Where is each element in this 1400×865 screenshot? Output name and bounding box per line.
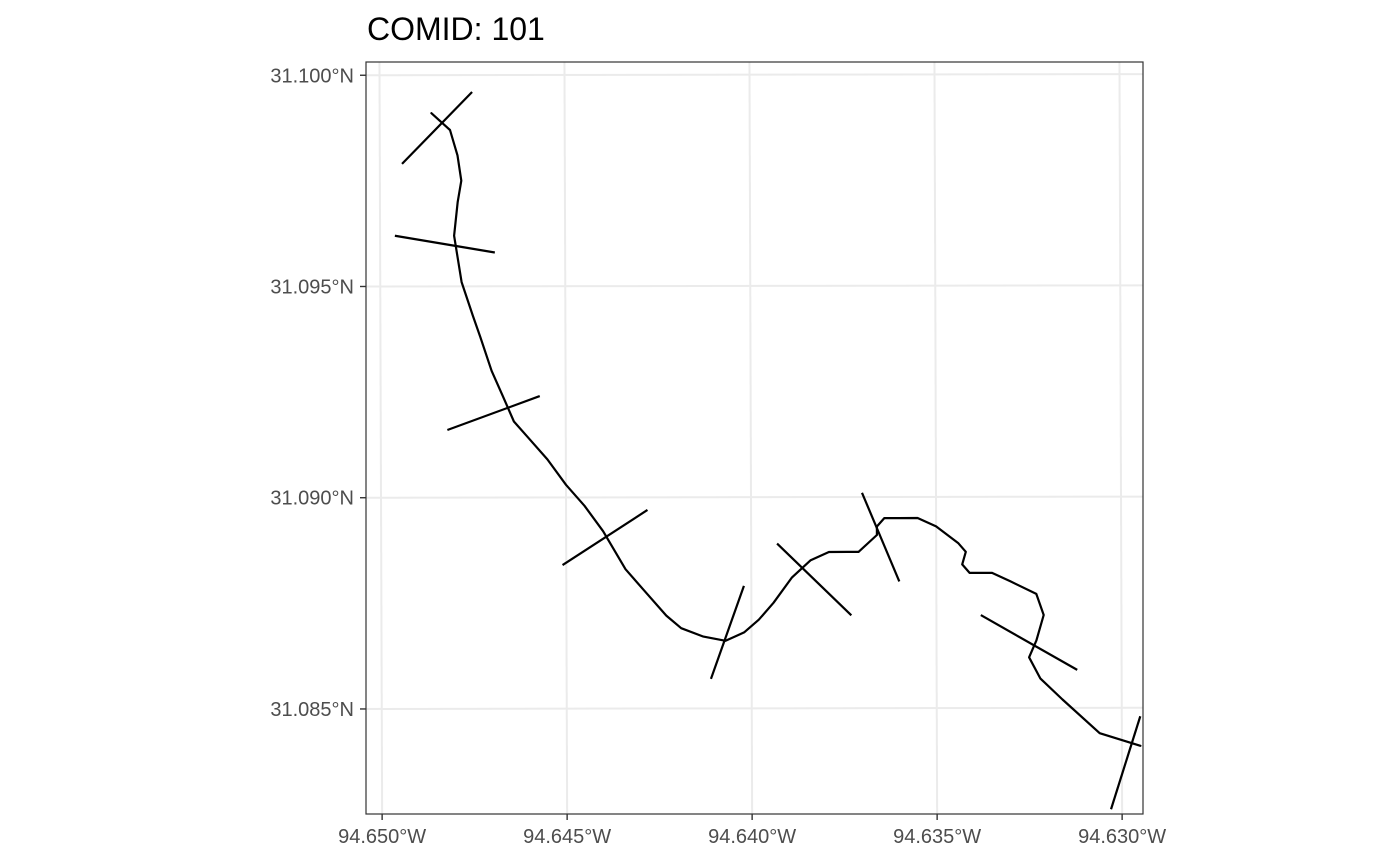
cross-section-transect	[561, 509, 649, 566]
x-tick-label: 94.645°W	[523, 826, 611, 848]
graticule-lon-line	[563, 62, 569, 814]
graticule-lon-line	[378, 62, 384, 814]
plot-title: COMID: 101	[367, 11, 545, 47]
cross-section-transect	[394, 234, 496, 254]
y-tick-label: 31.090°N	[270, 488, 354, 510]
graticule-lon-line	[1118, 62, 1124, 814]
y-tick-label: 31.095°N	[270, 276, 354, 298]
graticule-lat-line	[366, 706, 1143, 710]
cross-section-transect	[776, 542, 853, 617]
y-tick-label: 31.085°N	[270, 699, 354, 721]
data-layer	[394, 91, 1142, 810]
cross-section-transect	[860, 492, 901, 582]
cross-section-transect	[709, 585, 745, 680]
x-tick-label: 94.640°W	[708, 826, 796, 848]
y-tick-label: 31.100°N	[270, 65, 354, 87]
cross-section-transect	[980, 614, 1078, 671]
graticule-lat-line	[366, 73, 1143, 77]
panel-border	[365, 61, 1144, 815]
graticule-lon-line	[933, 62, 939, 814]
graticule	[366, 62, 1143, 814]
x-tick-label: 94.630°W	[1078, 826, 1166, 848]
graticule-lon-line	[748, 62, 754, 814]
cross-section-transect	[446, 395, 541, 432]
x-tick-label: 94.635°W	[893, 826, 981, 848]
flowline	[430, 112, 1142, 747]
cross-section-transect	[401, 91, 473, 165]
x-tick-label: 94.650°W	[338, 826, 426, 848]
graticule-lat-line	[366, 284, 1143, 288]
graticule-lat-line	[366, 495, 1143, 499]
cross-section-transect	[1109, 715, 1142, 810]
axes: 94.650°W 94.645°W 94.640°W 94.635°W 94.630°W…	[270, 65, 1166, 848]
